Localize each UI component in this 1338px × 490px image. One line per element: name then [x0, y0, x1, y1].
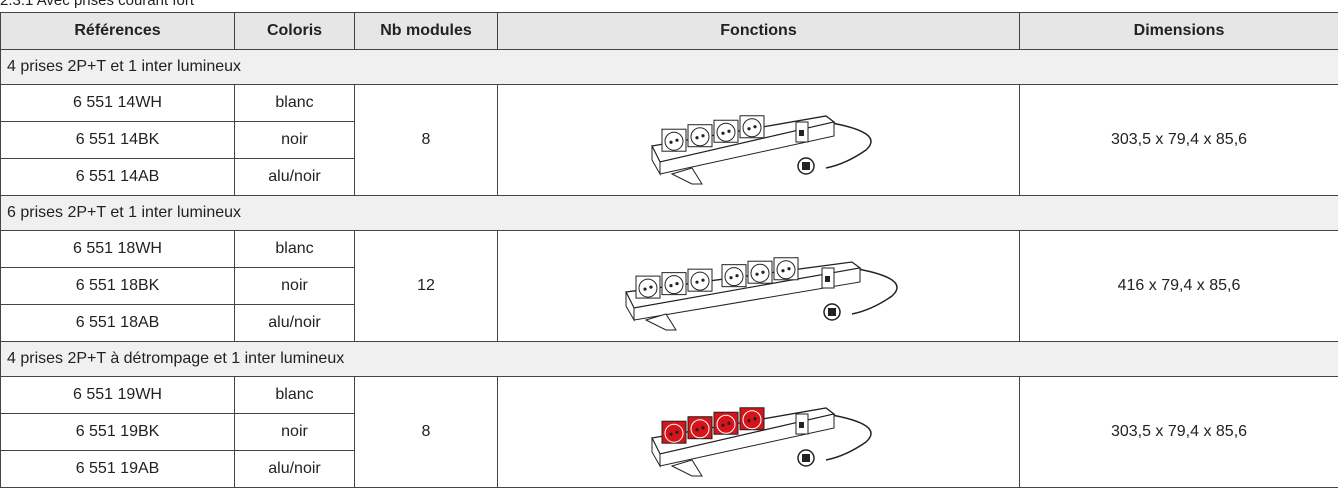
color-name: noir — [234, 121, 355, 159]
header-row: Références Coloris Nb modules Fonctions Dime… — [0, 12, 1338, 50]
color-name: blanc — [234, 84, 355, 122]
reference: 6 551 19WH — [0, 376, 235, 414]
color-name: alu/noir — [234, 304, 355, 342]
reference: 6 551 14BK — [0, 121, 235, 159]
section-row: 4 prises 2P+T et 1 inter lumineux — [0, 49, 1338, 85]
section-row: 6 prises 2P+T et 1 inter lumineux — [0, 195, 1338, 231]
color-name: noir — [234, 267, 355, 305]
section-title: 6 prises 2P+T et 1 inter lumineux — [0, 195, 1338, 231]
modules: 8 — [354, 376, 498, 488]
table-body: 4 prises 2P+T et 1 inter lumineux 6 551 1… — [0, 49, 1338, 488]
section-title: 4 prises 2P+T à détrompage et 1 inter lu… — [0, 341, 1338, 377]
reference: 6 551 19BK — [0, 413, 235, 451]
reference: 6 551 14WH — [0, 84, 235, 122]
reference: 6 551 19AB — [0, 450, 235, 488]
color-name: alu/noir — [234, 450, 355, 488]
caption: 2.3.1 Avec prises courant fort — [0, 0, 194, 9]
reference: 6 551 18BK — [0, 267, 235, 305]
dimensions: 303,5 x 79,4 x 85,6 — [1019, 376, 1338, 488]
reference: 6 551 18AB — [0, 304, 235, 342]
header-cell: Nb modules — [354, 12, 498, 50]
product-row: 6 551 14BK noir — [0, 121, 1338, 159]
color-name: noir — [234, 413, 355, 451]
product-table: Références Coloris Nb modules Fonctions Dime… — [0, 12, 1338, 488]
function-image — [497, 84, 1020, 196]
dimensions: 303,5 x 79,4 x 85,6 — [1019, 84, 1338, 196]
product-row: 6 551 18WH blanc 12 416 x 79,4 x 85,6 — [0, 230, 1338, 342]
product-row: 6 551 19AB alu/noir — [0, 450, 1338, 488]
product-image — [651, 115, 872, 185]
color-name: blanc — [234, 376, 355, 414]
color-name: alu/noir — [234, 158, 355, 196]
reference: 6 551 18WH — [0, 230, 235, 268]
product-row: 6 551 18AB alu/noir — [0, 304, 1338, 342]
product-row: 6 551 14WH blanc 8 303,5 x 79,4 x 85,6 — [0, 84, 1338, 196]
product-image — [625, 257, 898, 331]
section-row: 4 prises 2P+T à détrompage et 1 inter lu… — [0, 341, 1338, 377]
header-cell: Coloris — [234, 12, 355, 50]
color-name: blanc — [234, 230, 355, 268]
dimensions: 416 x 79,4 x 85,6 — [1019, 230, 1338, 342]
header-cell: Fonctions — [497, 12, 1020, 50]
section-title: 4 prises 2P+T et 1 inter lumineux — [0, 49, 1338, 85]
modules: 8 — [354, 84, 498, 196]
product-row: 6 551 14AB alu/noir — [0, 158, 1338, 196]
product-image — [651, 407, 872, 477]
function-image — [497, 230, 1020, 342]
reference: 6 551 14AB — [0, 158, 235, 196]
modules: 12 — [354, 230, 498, 342]
header-cell: Références — [0, 12, 235, 50]
function-image — [497, 376, 1020, 488]
product-row: 6 551 19WH blanc 8 303,5 x 79,4 x 85,6 — [0, 376, 1338, 488]
header-cell: Dimensions — [1019, 12, 1338, 50]
